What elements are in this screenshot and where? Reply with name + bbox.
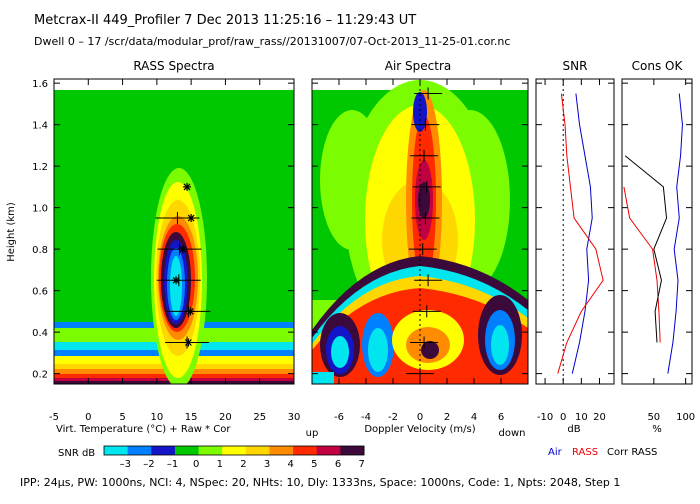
rass-cor-point bbox=[184, 338, 193, 347]
legend-corr-rass: Corr RASS bbox=[607, 447, 657, 458]
x-tick-label: 25 bbox=[253, 412, 266, 423]
air-velocity-point bbox=[414, 274, 443, 287]
x-tick-label: 20 bbox=[593, 412, 606, 423]
x-tick-label: -5 bbox=[49, 412, 59, 423]
colorbar-swatch bbox=[340, 446, 365, 455]
colorbar-tick-label: 0 bbox=[193, 459, 199, 470]
air-panel-title: Air Spectra bbox=[385, 59, 452, 73]
colorbar-tick-label: 2 bbox=[240, 459, 246, 470]
air-velocity-point bbox=[410, 336, 439, 349]
x-tick-label: 10 bbox=[150, 412, 163, 423]
y-tick-label: 1.0 bbox=[32, 204, 48, 215]
snr-colorbar: –3 –2 –1 0 1 2 3 4 5 6 7 bbox=[103, 445, 365, 470]
x-tick-label: -4 bbox=[361, 412, 371, 423]
x-tick-label: 5 bbox=[119, 412, 125, 423]
snr-plot-frame bbox=[535, 78, 615, 385]
y-tick-label: 0.4 bbox=[32, 328, 48, 339]
air-velocity-point bbox=[412, 180, 441, 193]
colorbar-title: SNR dB bbox=[58, 448, 95, 459]
header-line-2: Dwell 0 – 17 /scr/data/modular_prof/raw_… bbox=[34, 35, 510, 48]
x-tick-label: 15 bbox=[185, 412, 198, 423]
y-tick-label: 1.2 bbox=[32, 162, 48, 173]
rass-x-axis-label: Virt. Temperature (°C) + Raw * Cor bbox=[56, 424, 231, 435]
air-velocity-point bbox=[414, 87, 443, 100]
colorbar-tick-label: 7 bbox=[358, 459, 364, 470]
y-tick-label: 0.6 bbox=[32, 287, 48, 298]
rass-plot-frame bbox=[53, 78, 295, 385]
air-down-label: down bbox=[499, 428, 526, 439]
air-velocity-point bbox=[408, 243, 437, 256]
legend-air: Air bbox=[548, 447, 563, 458]
x-tick-label: 10 bbox=[575, 412, 588, 423]
footer-parameters: IPP: 24μs, PW: 1000ns, NCI: 4, NSpec: 20… bbox=[20, 476, 620, 489]
colorbar-tick-label: –1 bbox=[167, 459, 178, 470]
snr-line-rass bbox=[557, 93, 604, 374]
rass-panel-title: RASS Spectra bbox=[133, 59, 214, 73]
colorbar-swatch bbox=[151, 446, 176, 455]
cons-panel-title: Cons OK bbox=[632, 59, 684, 73]
header-line-1: Metcrax-II 449_Profiler 7 Dec 2013 11:25… bbox=[34, 13, 416, 28]
x-tick-label: 6 bbox=[498, 412, 504, 423]
y-tick-label: 1.4 bbox=[32, 121, 48, 132]
colorbar-tick-label: 4 bbox=[288, 459, 294, 470]
x-tick-label: -10 bbox=[537, 412, 553, 423]
air-velocity-point bbox=[406, 367, 434, 380]
legend-rass: RASS bbox=[572, 447, 598, 458]
cons-line-corr-rass bbox=[624, 155, 668, 343]
air-up-label: up bbox=[306, 428, 319, 439]
colorbar-tick-label: 3 bbox=[264, 459, 270, 470]
rass-cor-point bbox=[172, 276, 181, 285]
y-tick-label: 1.6 bbox=[32, 79, 48, 90]
colorbar-tick-label: –3 bbox=[120, 459, 131, 470]
rass-spectra-heatmap bbox=[54, 90, 294, 384]
air-x-axis-label: Doppler Velocity (m/s) bbox=[364, 424, 475, 435]
air-velocity-point bbox=[411, 212, 440, 225]
colorbar-swatch bbox=[104, 446, 129, 455]
y-tick-label: 0.2 bbox=[32, 370, 48, 381]
colorbar-swatch bbox=[174, 446, 200, 455]
x-tick-label: -6 bbox=[334, 412, 344, 423]
colorbar-swatch bbox=[127, 446, 152, 455]
x-tick-label: -2 bbox=[388, 412, 398, 423]
colorbar-outline bbox=[103, 445, 365, 456]
rass-cor-point bbox=[183, 182, 192, 191]
snr-panel-title: SNR bbox=[563, 59, 588, 73]
cons-line-air bbox=[667, 93, 683, 374]
y-tick-label: 0.8 bbox=[32, 245, 48, 256]
colorbar-tick-label: 5 bbox=[311, 459, 317, 470]
colorbar-tick-label: 1 bbox=[217, 459, 223, 470]
x-tick-label: 30 bbox=[288, 412, 301, 423]
rass-cor-point bbox=[187, 214, 196, 223]
colorbar-swatch bbox=[222, 446, 247, 455]
air-velocity-point bbox=[410, 149, 439, 162]
x-tick-label: 0 bbox=[560, 412, 566, 423]
rass-cor-point bbox=[186, 307, 195, 316]
cons-plot-frame bbox=[621, 78, 693, 385]
snr-line-air bbox=[571, 93, 593, 374]
colorbar-swatch bbox=[269, 446, 294, 455]
x-tick-label: 0 bbox=[85, 412, 91, 423]
x-tick-label: 0 bbox=[417, 412, 423, 423]
cons-x-axis-label: % bbox=[652, 424, 662, 435]
colorbar-swatch bbox=[245, 446, 270, 455]
x-tick-label: 20 bbox=[219, 412, 232, 423]
air-velocity-point bbox=[412, 305, 441, 318]
cons-line-rass bbox=[623, 186, 661, 343]
colorbar-swatch bbox=[316, 446, 341, 455]
x-tick-label: 2 bbox=[444, 412, 450, 423]
air-velocity-point bbox=[411, 118, 440, 131]
rass-cor-point bbox=[178, 245, 187, 254]
x-tick-label: 100 bbox=[676, 412, 695, 423]
colorbar-tick-label: –2 bbox=[143, 459, 154, 470]
snr-x-axis-label: dB bbox=[567, 424, 580, 435]
x-tick-label: 50 bbox=[647, 412, 660, 423]
colorbar-tick-label: 6 bbox=[335, 459, 341, 470]
height-axis-label: Height (km) bbox=[6, 202, 17, 262]
x-tick-label: 4 bbox=[471, 412, 477, 423]
colorbar-swatch bbox=[198, 446, 223, 455]
colorbar-swatch bbox=[293, 446, 318, 455]
